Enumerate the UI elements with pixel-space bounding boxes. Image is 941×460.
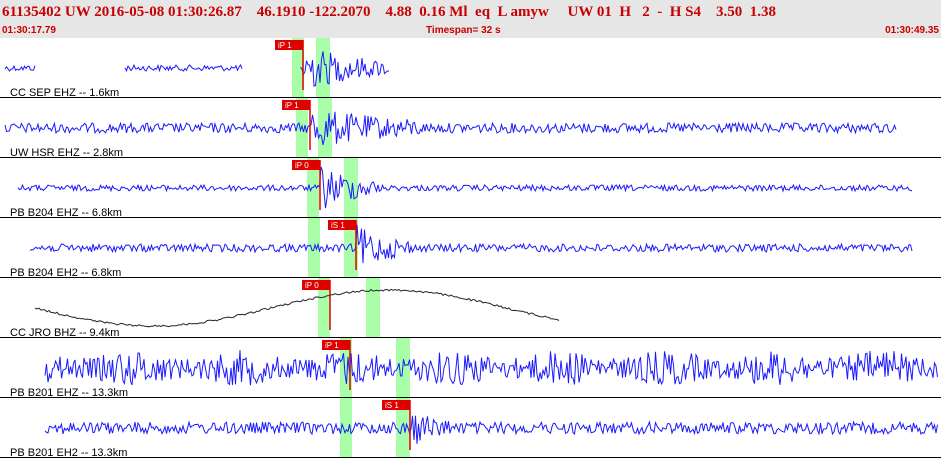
station-label: PB B204 EH2 -- 6.8km	[10, 267, 121, 279]
analysis-window	[396, 398, 410, 458]
waveform	[124, 63, 243, 73]
analysis-window	[340, 398, 352, 458]
trace-row[interactable]: iP 0 PB B204 EHZ -- 6.8km	[0, 158, 941, 219]
analysis-window	[318, 278, 330, 338]
pick-marker[interactable]	[292, 160, 320, 170]
trace-row[interactable]: iP 1 UW HSR EHZ -- 2.8km	[0, 98, 941, 159]
pick-marker[interactable]	[328, 220, 356, 230]
station-label: UW HSR EHZ -- 2.8km	[10, 147, 123, 159]
pick-label: iS 1	[385, 401, 399, 410]
station-label: CC SEP EHZ -- 1.6km	[10, 87, 119, 99]
pick-label: iP 1	[325, 341, 339, 350]
trace-row[interactable]: iP 0 CC JRO BHZ -- 9.4km	[0, 278, 941, 339]
pick-marker[interactable]	[382, 400, 410, 410]
start-time: 01:30:17.79	[2, 25, 56, 36]
waveform	[29, 224, 913, 264]
pick-label: iS 1	[331, 221, 345, 230]
pick-marker[interactable]	[302, 280, 330, 290]
trace-row[interactable]: iS 1 PB B201 EH2 -- 13.3km	[0, 398, 941, 459]
waveform	[44, 415, 938, 444]
station-label: PB B204 EHZ -- 6.8km	[10, 207, 122, 219]
analysis-window	[344, 218, 358, 278]
timespan: Timespan= 32 s	[426, 25, 501, 36]
pick-label: iP 1	[278, 41, 292, 50]
pick-label: iP 1	[285, 101, 299, 110]
station-label: PB B201 EHZ -- 13.3km	[10, 387, 128, 399]
analysis-window	[344, 158, 358, 218]
pick-marker[interactable]	[322, 340, 350, 350]
seismogram-panel[interactable]: iP 1 CC SEP EHZ -- 1.6km iP 1 UW HSR EHZ --…	[0, 38, 941, 460]
trace-row[interactable]: iP 1 PB B201 EHZ -- 13.3km	[0, 338, 941, 399]
event-header: 61135402 UW 2016-05-08 01:30:26.87 46.19…	[0, 0, 941, 38]
pick-marker[interactable]	[282, 100, 310, 110]
station-label: CC JRO BHZ -- 9.4km	[10, 327, 119, 339]
analysis-window	[366, 278, 380, 338]
pick-label: iP 0	[295, 161, 309, 170]
waveform	[17, 166, 913, 209]
analysis-window	[292, 38, 304, 98]
analysis-window	[307, 158, 319, 218]
trace-row[interactable]: iS 1 PB B204 EH2 -- 6.8km	[0, 218, 941, 279]
station-label: PB B201 EH2 -- 13.3km	[10, 447, 127, 459]
end-time: 01:30:49.35	[885, 25, 939, 36]
waveform	[34, 288, 560, 328]
trace-row[interactable]: iP 1 CC SEP EHZ -- 1.6km	[0, 38, 941, 99]
waveform	[300, 51, 389, 87]
waveform	[4, 111, 897, 146]
pick-label: iP 0	[305, 281, 319, 290]
waveform	[44, 350, 938, 386]
analysis-window	[316, 38, 330, 98]
analysis-window	[340, 338, 352, 398]
pick-marker[interactable]	[275, 40, 303, 50]
waveform	[4, 64, 36, 72]
event-summary: 61135402 UW 2016-05-08 01:30:26.87 46.19…	[2, 4, 777, 20]
